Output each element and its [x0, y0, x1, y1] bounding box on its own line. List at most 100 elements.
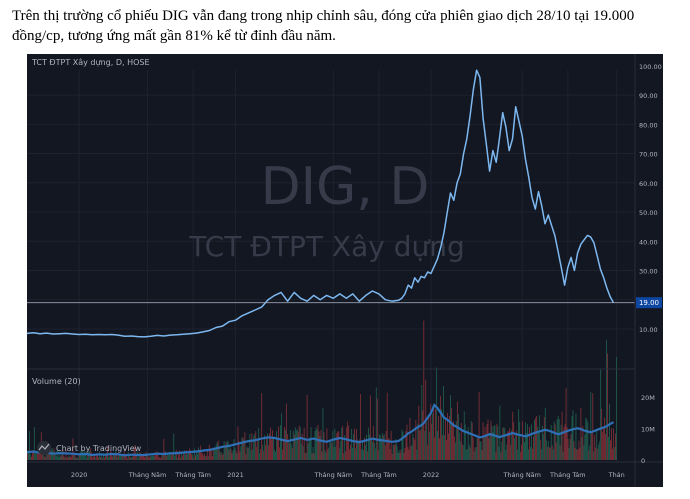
volume-bar: [301, 433, 303, 460]
last-price-label: 19.00: [636, 297, 662, 309]
volume-bar: [279, 447, 280, 460]
volume-bar: [194, 448, 195, 460]
volume-bar: [311, 453, 313, 460]
volume-bar: [471, 422, 473, 460]
volume-bar: [186, 450, 188, 460]
volume-bar: [169, 451, 171, 460]
volume-bar: [142, 454, 144, 460]
price-axis-tick-label: 60.00: [639, 180, 658, 188]
volume-bar: [392, 444, 394, 460]
time-axis-tick-label: Tháng Tám: [549, 471, 586, 479]
volume-bar: [98, 457, 100, 460]
volume-bar: [375, 387, 377, 460]
volume-bar: [501, 442, 503, 460]
volume-bar: [163, 438, 165, 460]
volume-bar: [544, 408, 546, 460]
volume-bar: [380, 438, 382, 460]
volume-bar: [235, 450, 237, 460]
volume-bar: [93, 456, 95, 460]
volume-bar: [83, 454, 85, 460]
volume-bar: [452, 421, 454, 460]
volume-bar: [208, 444, 210, 460]
volume-bar: [614, 447, 615, 460]
volume-bar: [435, 408, 437, 460]
volume-bar: [590, 392, 592, 460]
volume-bar: [46, 454, 48, 460]
volume-bar: [210, 449, 212, 460]
volume-bar: [122, 455, 124, 460]
volume-bar: [539, 439, 541, 460]
volume-bar: [257, 440, 259, 460]
volume-bar: [551, 445, 553, 460]
volume-bars: [27, 320, 617, 460]
price-axis-tick-label: 50.00: [639, 209, 658, 217]
volume-bar: [48, 453, 50, 460]
volume-bar: [545, 439, 547, 460]
volume-bar: [329, 440, 331, 460]
volume-bar: [583, 445, 585, 460]
volume-bar: [424, 431, 426, 460]
volume-bar: [340, 441, 342, 460]
volume-bar: [195, 455, 196, 460]
volume-bar: [402, 431, 404, 460]
volume-bar: [226, 440, 228, 460]
volume-bar: [497, 426, 499, 460]
volume-bar: [537, 432, 539, 460]
volume-bar: [250, 450, 252, 460]
volume-bar: [463, 411, 465, 460]
volume-bar: [106, 452, 107, 460]
volume-bar: [491, 426, 493, 460]
volume-bar: [524, 442, 525, 460]
volume-bar: [365, 434, 367, 460]
volume-bar: [580, 408, 582, 460]
volume-bar: [201, 453, 203, 460]
volume-bar: [519, 421, 521, 460]
volume-bar: [389, 449, 391, 460]
volume-bar: [426, 421, 428, 460]
volume-bar: [396, 445, 398, 460]
tradingview-branding[interactable]: Chart by TradingView: [37, 441, 142, 455]
volume-bar: [346, 427, 348, 460]
volume-bar: [536, 426, 538, 460]
volume-bar: [355, 448, 357, 460]
volume-bar: [241, 437, 243, 460]
volume-bar: [325, 452, 327, 460]
volume-bar: [605, 434, 607, 460]
volume-bar: [319, 436, 321, 460]
volume-bar: [239, 451, 241, 460]
volume-bar: [67, 457, 69, 460]
volume-bar: [334, 428, 336, 460]
volume-bar: [531, 424, 532, 460]
volume-bar: [269, 433, 271, 460]
volume-bar: [404, 448, 406, 460]
chart-header: TCT ĐTPT Xây dựng, D, HOSE: [31, 58, 150, 68]
volume-bar: [69, 456, 71, 460]
volume-bar: [258, 427, 260, 460]
volume-bar: [603, 426, 605, 460]
volume-bar: [220, 452, 222, 460]
volume-bar: [126, 458, 128, 460]
volume-bar: [503, 427, 505, 460]
volume-bar: [230, 448, 232, 460]
volume-bar: [597, 448, 599, 460]
volume-bar: [261, 393, 263, 460]
volume-bar: [178, 451, 180, 460]
volume-bar: [609, 404, 610, 460]
volume-bar: [579, 447, 581, 460]
volume-bar: [174, 455, 176, 460]
volume-bar: [326, 428, 328, 460]
volume-bar: [192, 454, 193, 460]
volume-bar: [30, 456, 32, 460]
volume-bar: [567, 439, 569, 460]
volume-bar: [484, 427, 486, 460]
volume-bar: [514, 438, 516, 460]
volume-bar: [410, 446, 412, 460]
volume-bar: [64, 457, 66, 460]
volume-bar: [557, 416, 559, 460]
volume-bar: [91, 452, 93, 460]
volume-bar: [601, 408, 603, 460]
volume-bar: [179, 450, 181, 460]
volume-bar: [373, 443, 375, 460]
volume-bar: [510, 444, 512, 460]
volume-bar: [488, 438, 490, 460]
